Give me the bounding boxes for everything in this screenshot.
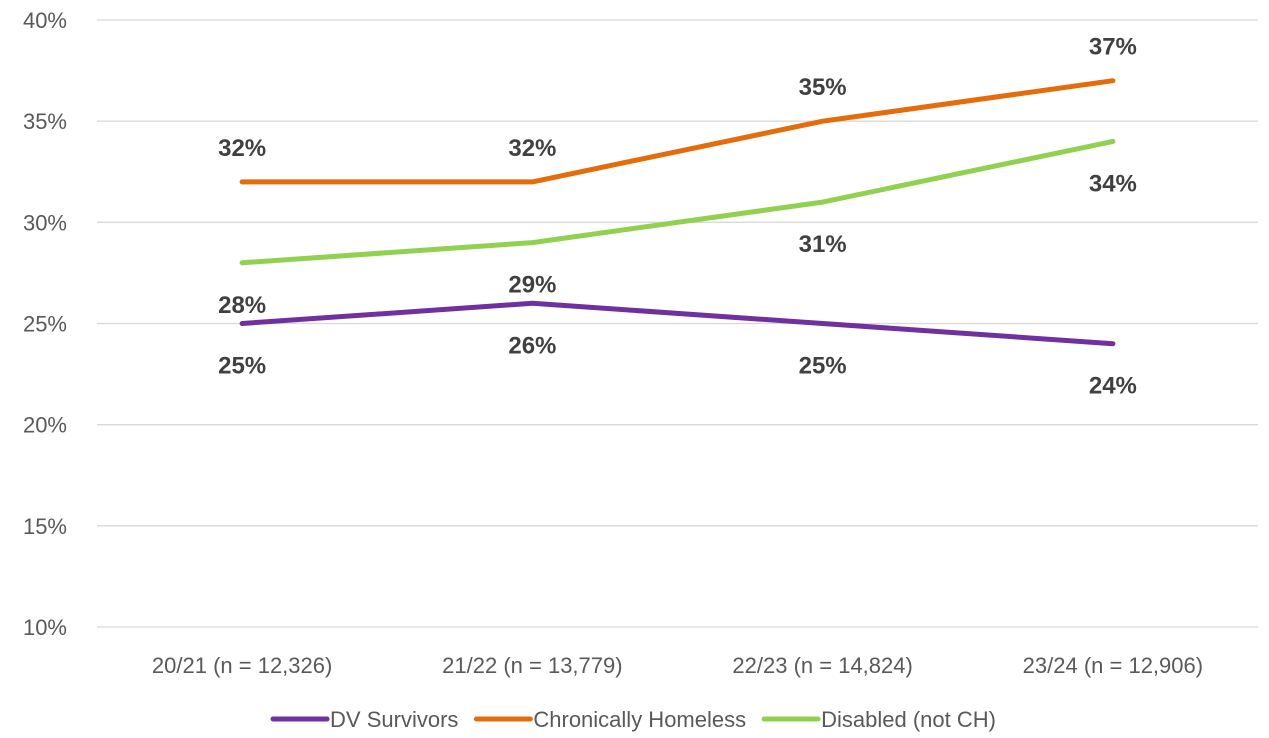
x-tick-label: 20/21 (n = 12,326)	[152, 653, 332, 678]
series-lines	[239, 78, 1116, 347]
data-label: 29%	[508, 272, 556, 299]
series-line	[239, 138, 1116, 266]
data-label: 32%	[218, 135, 266, 162]
data-label: 32%	[508, 135, 556, 162]
data-labels: 25% 26% 25% 24% 32% 32% 35% 37% 28% 29% 31% 34%	[218, 34, 1137, 400]
data-label: 37%	[1089, 34, 1137, 61]
data-label: 31%	[799, 231, 847, 258]
y-tick-label: 30%	[23, 210, 67, 235]
x-tick-label: 21/22 (n = 13,779)	[442, 653, 622, 678]
y-tick-label: 25%	[23, 312, 67, 337]
legend-label: DV Survivors	[330, 707, 458, 732]
data-label: 35%	[799, 74, 847, 101]
data-label: 25%	[799, 353, 847, 380]
data-label: 34%	[1089, 170, 1137, 197]
series-line	[239, 300, 1116, 347]
data-label: 26%	[508, 332, 556, 359]
y-axis-ticks: 10% 15% 20% 25% 30% 35% 40%	[23, 8, 67, 640]
y-tick-label: 10%	[23, 615, 67, 640]
data-label: 24%	[1089, 373, 1137, 400]
x-axis-ticks: 20/21 (n = 12,326) 21/22 (n = 13,779) 22/2…	[152, 653, 1203, 678]
y-tick-label: 15%	[23, 514, 67, 539]
x-tick-label: 23/24 (n = 12,906)	[1023, 653, 1203, 678]
data-label: 28%	[218, 292, 266, 319]
legend-label: Disabled (not CH)	[821, 707, 996, 732]
y-tick-label: 20%	[23, 413, 67, 438]
y-tick-label: 40%	[23, 8, 67, 33]
x-tick-label: 22/23 (n = 14,824)	[732, 653, 912, 678]
y-tick-label: 35%	[23, 109, 67, 134]
legend-label: Chronically Homeless	[533, 707, 746, 732]
series-line	[239, 78, 1116, 185]
data-label: 25%	[218, 353, 266, 380]
legend: DV Survivors Chronically Homeless Disabled…	[270, 707, 996, 732]
